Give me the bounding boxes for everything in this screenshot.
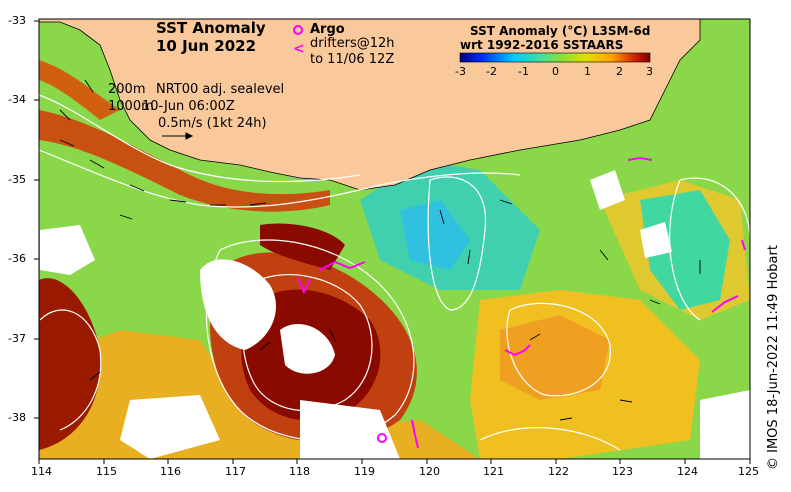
leeuwin-current-warm-band [39,60,120,120]
warm-eddy [260,223,345,270]
cool-anomaly-region [640,190,730,310]
x-tick-label: 125 [738,465,759,478]
sealevel-product: NRT00 adj. sealevel [156,82,285,97]
drifter-legend-icon: < [293,41,305,57]
x-tick-label: 121 [483,465,504,478]
contour-depth-1000: 1000m [108,99,154,114]
x-tick-label: 117 [225,465,246,478]
current-vectors [59,79,701,421]
vector-scale-label: 0.5m/s (1kt 24h) [158,116,267,131]
colorbar-tick: -3 [455,65,466,78]
map-date: 10 Jun 2022 [156,37,257,55]
x-tick-label: 120 [419,465,440,478]
cloud-gap [590,170,625,210]
plot-frame [38,18,751,460]
x-tick-label: 114 [31,465,52,478]
sea-level-contours [39,94,750,451]
cool-anomaly-region [400,200,470,270]
cloud-gap [640,222,672,258]
x-tick-label: 122 [548,465,569,478]
cloud-gap [200,259,276,350]
argo-legend-icon [293,25,303,35]
contour-depth-200: 200m [108,82,146,97]
imos-credit: © IMOS 18-Jun-2022 11:49 Hobart [766,245,781,470]
map-plot-area [39,19,750,459]
cloud-gap [280,324,335,374]
y-tick-label: -37 [8,332,26,345]
drifter-legend-period: to 11/06 12Z [310,52,395,67]
y-tick-label: -36 [8,252,26,265]
drifter-tracks [297,156,746,449]
x-tick-label: 123 [612,465,633,478]
colorbar-title: SST Anomaly (°C) L3SM-6d [470,24,651,38]
map-title: SST Anomaly [156,19,266,37]
argo-legend-label: Argo [310,22,345,37]
colorbar-subtitle: wrt 1992-2016 SSTAARS [460,38,624,52]
colorbar-tick: 2 [616,65,623,78]
y-tick-label: -33 [8,14,26,27]
colorbar-tick: -2 [486,65,497,78]
x-tick-label: 115 [96,465,117,478]
colorbar-tick: -1 [518,65,529,78]
x-axis-ticks [38,459,751,464]
cloud-gap [120,395,220,459]
warm-anomaly-region [500,315,610,400]
cloud-gap [300,400,400,459]
x-tick-label: 118 [289,465,310,478]
colorbar-tick: 3 [646,65,653,78]
y-tick-label: -38 [8,411,26,424]
cloud-gap [40,225,95,275]
colorbar [459,52,651,63]
argo-float-marker [377,433,387,443]
y-axis-ticks [34,20,39,419]
colorbar-tick: 0 [552,65,559,78]
cloud-gap [700,390,750,459]
x-tick-label: 119 [354,465,375,478]
y-tick-label: -34 [8,93,26,106]
drifter-legend-label: drifters@12h [310,36,395,51]
colorbar-tick: 1 [584,65,591,78]
y-tick-label: -35 [8,173,26,186]
x-tick-label: 124 [677,465,698,478]
scale-vector-arrow [162,132,194,140]
x-tick-label: 116 [160,465,181,478]
sealevel-time: 10-Jun 06:00Z [142,99,235,114]
